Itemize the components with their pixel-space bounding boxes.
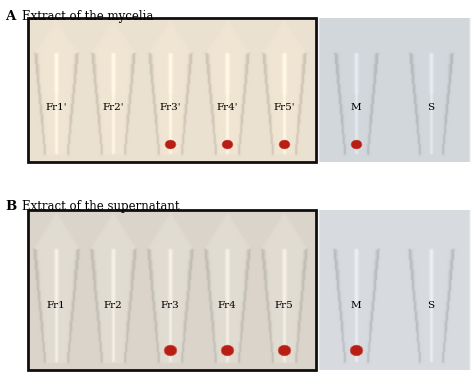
Text: Fr1: Fr1 — [46, 302, 65, 311]
Text: Fr3: Fr3 — [161, 302, 179, 311]
Text: Fr2: Fr2 — [104, 302, 122, 311]
Text: M: M — [351, 302, 361, 311]
Text: Fr2': Fr2' — [102, 103, 124, 112]
Text: A: A — [5, 10, 15, 23]
Text: Fr1': Fr1' — [45, 103, 67, 112]
Bar — [28, 18, 316, 162]
Text: M: M — [351, 103, 361, 112]
Text: S: S — [428, 302, 435, 311]
Text: Extract of the supernatant: Extract of the supernatant — [22, 200, 180, 213]
Text: S: S — [428, 103, 435, 112]
Text: Fr3': Fr3' — [159, 103, 181, 112]
Text: Fr5: Fr5 — [274, 302, 293, 311]
Text: Extract of the mycelia: Extract of the mycelia — [22, 10, 154, 23]
Text: Fr4': Fr4' — [216, 103, 238, 112]
Bar — [28, 210, 316, 370]
Text: Fr5': Fr5' — [273, 103, 295, 112]
Text: B: B — [5, 200, 16, 213]
Text: Fr4: Fr4 — [218, 302, 237, 311]
